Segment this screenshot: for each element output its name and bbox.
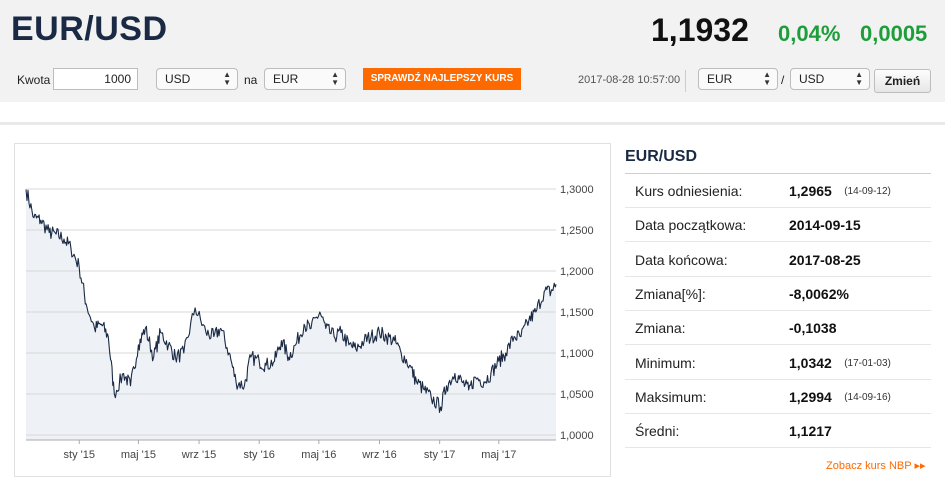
from-currency-value: USD (165, 72, 191, 86)
y-tick-label: 1,1000 (560, 348, 594, 360)
info-row-value: 1,2994 (789, 388, 832, 405)
info-row-label: Zmiana: (635, 320, 686, 337)
info-row-value: -8,0062% (789, 285, 849, 302)
chart-panel: 1,0000 1,0500 1,1000 1,1500 1,2000 1,2500 1,30… (14, 143, 611, 477)
y-tick-label: 1,2000 (560, 266, 594, 278)
x-tick-label: wrz '16 (361, 449, 397, 461)
pair-separator: / (781, 73, 785, 87)
change-pair-button[interactable]: Zmień (874, 69, 931, 93)
current-rate: 1,1932 (651, 12, 749, 48)
info-row-label: Minimum: (635, 354, 696, 371)
y-tick-label: 1,2500 (560, 225, 594, 237)
info-title: EUR/USD (625, 148, 698, 165)
info-row: Zmiana[%]: -8,0062% (625, 277, 931, 311)
rate-timestamp: 2017-08-28 10:57:00 (578, 74, 681, 86)
info-row: Data początkowa: 2014-09-15 (625, 208, 931, 243)
x-tick-label: maj '17 (481, 449, 516, 461)
x-tick-label: sty '15 (64, 449, 95, 461)
select-arrows-icon: ▲ ▼ (223, 70, 231, 87)
info-row: Średni: 1,1217 (625, 414, 931, 449)
info-divider (625, 173, 931, 174)
change-percent: 0,04% (778, 21, 841, 46)
info-row-label: Średni: (635, 423, 680, 440)
info-row: Data końcowa: 2017-08-25 (625, 243, 931, 277)
content-area (0, 122, 945, 477)
info-row-value: 1,0342 (789, 354, 832, 371)
info-row-value: 2017-08-25 (789, 251, 861, 268)
info-row-value: 1,1217 (789, 423, 832, 440)
info-row-label: Kurs odniesienia: (635, 183, 743, 199)
info-row-value: 2014-09-15 (789, 217, 861, 234)
pair-quote-select[interactable]: USD ▲ ▼ (790, 68, 870, 90)
page-title: EUR/USD (11, 10, 168, 48)
x-tick-label: sty '16 (243, 449, 274, 461)
pair-base-value: EUR (707, 72, 733, 86)
info-row-date: (14-09-12) (844, 186, 891, 197)
to-currency-value: EUR (273, 72, 299, 86)
info-row-label: Zmiana[%]: (635, 285, 706, 302)
info-row-value: -0,1038 (789, 320, 837, 337)
info-row: Minimum: 1,0342 (17-01-03) (625, 346, 931, 380)
select-arrows-icon: ▲ ▼ (331, 70, 339, 87)
y-tick-label: 1,1500 (560, 307, 594, 319)
x-tick-label: maj '16 (301, 449, 336, 461)
x-tick-label: sty '17 (424, 449, 455, 461)
info-row-label: Data początkowa: (635, 217, 747, 234)
amount-label: Kwota (17, 73, 51, 87)
y-tick-label: 1,0000 (560, 430, 594, 442)
rate-chart: 1,0000 1,0500 1,1000 1,1500 1,2000 1,2500 1,30… (25, 154, 594, 461)
to-label: na (244, 73, 258, 87)
top-bar: EUR/USD 1,1932 0,04% 0,0005 Kwota 1000 U… (0, 0, 945, 102)
info-row-date: (14-09-16) (844, 391, 891, 403)
info-row-value: 1,2965 (789, 183, 832, 199)
series-area (26, 189, 556, 440)
info-row: Kurs odniesienia: 1,2965 (14-09-12) (625, 174, 931, 208)
x-tick-label: maj '15 (121, 449, 156, 461)
info-row: Maksimum: 1,2994 (14-09-16) (625, 380, 931, 414)
y-tick-label: 1,0500 (560, 389, 594, 401)
to-currency-select[interactable]: EUR ▲ ▼ (264, 68, 346, 90)
select-arrows-icon: ▲ ▼ (855, 70, 863, 87)
nbp-rate-link[interactable]: Zobacz kurs NBP ▸▸ (826, 460, 926, 472)
from-currency-select[interactable]: USD ▲ ▼ (156, 68, 238, 90)
best-rate-button[interactable]: SPRAWDŹ NAJLEPSZY KURS (363, 68, 521, 90)
pair-quote-value: USD (799, 72, 825, 86)
amount-input[interactable]: 1000 (53, 68, 138, 90)
x-tick-label: wrz '15 (181, 449, 217, 461)
change-absolute: 0,0005 (860, 21, 928, 46)
info-row: Zmiana: -0,1038 (625, 311, 931, 346)
info-row-label: Data końcowa: (635, 251, 728, 268)
divider (685, 70, 686, 92)
info-row-date: (17-01-03) (844, 357, 891, 369)
select-arrows-icon: ▲ ▼ (763, 70, 771, 87)
info-row-label: Maksimum: (635, 388, 707, 405)
y-tick-label: 1,3000 (560, 184, 594, 196)
pair-base-select[interactable]: EUR ▲ ▼ (698, 68, 778, 90)
